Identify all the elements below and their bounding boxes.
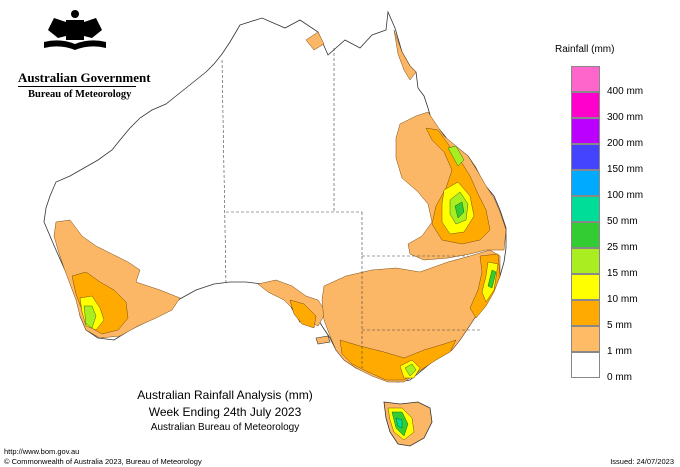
website-link[interactable]: http://www.bom.gov.au [4,447,80,456]
legend-label: 300 mm [607,112,644,123]
rain-qld-north-15mm [447,145,465,167]
legend-swatch [571,196,600,222]
legend-swatch [571,248,600,274]
rain-vic-15mm [404,363,417,377]
rain-nsw-east-15mm [487,269,497,289]
legend-label: 5 mm [607,320,632,331]
rain-nt-topend-1mm [305,31,325,51]
legend-swatch [571,300,600,326]
legend-swatch [571,144,600,170]
rain-tas-50mm [395,417,403,429]
legend-label: 200 mm [607,138,644,149]
bureau-title: Bureau of Meteorology [28,89,132,100]
rain-wa-15mm [83,305,97,329]
rain-qld-25mm [454,201,465,219]
legend-swatch [571,66,600,92]
legend-title: Rainfall (mm) [555,44,615,55]
legend-swatch [571,326,600,352]
state-borders [221,48,480,368]
legend-label: 10 mm [607,294,638,305]
map-source: Australian Bureau of Meteorology [150,422,300,433]
map-period: Week Ending 24th July 2023 [148,405,302,419]
map-title: Australian Rainfall Analysis (mm) [137,388,313,402]
legend-swatch [571,118,600,144]
legend-label: 400 mm [607,86,644,97]
legend-label: 100 mm [607,190,644,201]
logo-divider [18,86,136,87]
government-title: Australian Government [18,70,151,85]
rain-cape-york-1mm [393,29,417,81]
legend-label: 0 mm [607,372,632,383]
rain-sa-5mm [289,299,317,329]
legend-swatch [571,222,600,248]
legend-label: 150 mm [607,164,644,175]
legend-label: 25 mm [607,242,638,253]
government-logo: Australian Government Bureau of Meteorol… [8,8,151,100]
legend-label: 50 mm [607,216,638,227]
legend-swatch [571,170,600,196]
kangaroo-island [315,335,331,345]
issued-date: Issued: 24/07/2023 [610,457,674,466]
legend-swatch [571,352,600,378]
rain-se-5mm [339,339,457,381]
coat-of-arms-icon [44,10,106,50]
copyright-text: © Commonwealth of Australia 2023, Bureau… [4,457,202,466]
legend-label: 1 mm [607,346,632,357]
legend-swatch [571,274,600,300]
legend-label: 15 mm [607,268,638,279]
legend-swatch [571,92,600,118]
